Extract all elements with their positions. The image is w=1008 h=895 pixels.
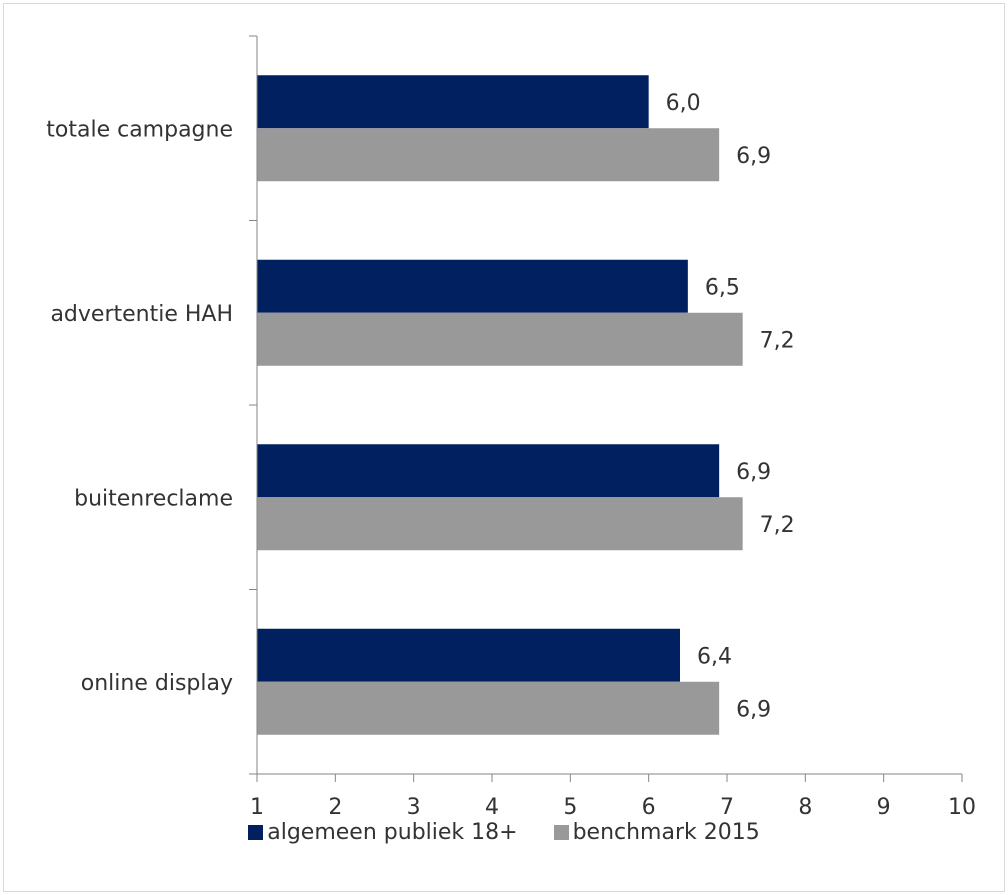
data-label-benchmark-1: 7,2 [760,328,795,353]
legend-swatch-benchmark [553,824,569,840]
bar-benchmark-0 [257,128,720,182]
bar-algemeen-publiek-1 [257,259,688,313]
legend-label-algemeen-publiek: algemeen publiek 18+ [267,819,518,845]
data-label-algemeen-publiek-1: 6,5 [705,275,740,300]
data-label-algemeen-publiek-0: 6,0 [666,91,701,116]
bar-benchmark-1 [257,312,743,366]
x-tick-label-9: 9 [877,795,891,820]
chart-legend: algemeen publiek 18+ benchmark 2015 [0,817,1008,847]
category-label-3: online display [81,671,233,696]
x-tick-label-1: 1 [250,795,264,820]
bar-benchmark-3 [257,681,720,735]
x-tick-label-2: 2 [328,795,342,820]
data-label-benchmark-3: 6,9 [736,697,771,722]
data-label-algemeen-publiek-2: 6,9 [736,460,771,485]
x-tick-label-5: 5 [563,795,577,820]
x-tick-label-7: 7 [720,795,734,820]
legend-item-algemeen-publiek: algemeen publiek 18+ [248,819,518,845]
category-label-2: buitenreclame [74,486,233,511]
x-tick-label-8: 8 [798,795,812,820]
data-label-benchmark-0: 6,9 [736,144,771,169]
category-label-0: totale campagne [46,117,233,142]
x-tick-label-10: 10 [948,795,976,820]
category-label-1: advertentie HAH [50,302,233,327]
x-tick-label-3: 3 [407,795,421,820]
bar-algemeen-publiek-2 [257,444,720,498]
bar-algemeen-publiek-0 [257,75,649,129]
legend-swatch-algemeen-publiek [248,824,264,840]
data-label-algemeen-publiek-3: 6,4 [697,644,732,669]
x-tick-label-6: 6 [642,795,656,820]
legend-item-benchmark: benchmark 2015 [553,819,760,845]
legend-label-benchmark: benchmark 2015 [572,819,760,845]
bar-algemeen-publiek-3 [257,628,680,682]
x-tick-label-4: 4 [485,795,499,820]
data-label-benchmark-2: 7,2 [760,513,795,538]
bar-benchmark-2 [257,497,743,551]
